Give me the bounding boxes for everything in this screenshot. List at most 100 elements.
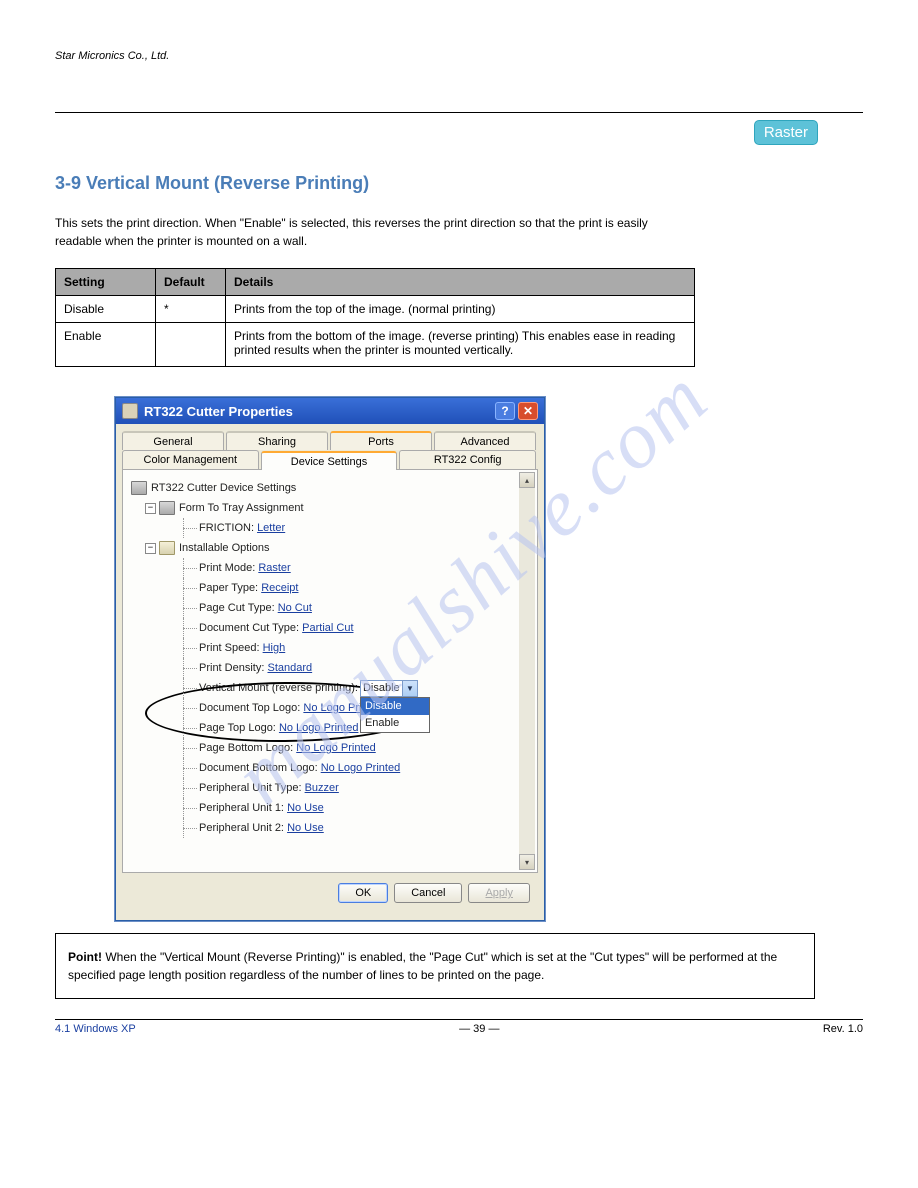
top-rule [55,112,863,113]
table-row: Enable Prints from the bottom of the ima… [56,323,695,367]
item-label: Peripheral Unit 1: [199,798,284,818]
item-value[interactable]: Standard [267,658,312,678]
item-label: Peripheral Unit 2: [199,818,284,838]
item-label: Print Density: [199,658,264,678]
cell-details: Prints from the top of the image. (norma… [226,296,695,323]
properties-window: RT322 Cutter Properties ? ✕ General Shar… [115,397,545,921]
tab-device-settings[interactable]: Device Settings [261,451,398,470]
section-heading: 3-9 Vertical Mount (Reverse Printing) [55,173,863,194]
cancel-button[interactable]: Cancel [394,883,462,903]
tree-item[interactable]: Peripheral Unit 1: No Use [127,798,533,818]
dialog-buttons: OK Cancel Apply [122,873,538,913]
cell-details: Prints from the bottom of the image. (re… [226,323,695,367]
tab-advanced[interactable]: Advanced [434,431,536,450]
tabs: General Sharing Ports Advanced Color Man… [122,431,538,469]
scrollbar[interactable]: ▴ ▾ [519,472,535,870]
item-value[interactable]: Raster [258,558,290,578]
item-value[interactable]: Letter [257,518,285,538]
item-label: Print Mode: [199,558,255,578]
col-details: Details [226,269,695,296]
tab-general[interactable]: General [122,431,224,450]
cell-setting: Disable [56,296,156,323]
tree-item[interactable]: Peripheral Unit 2: No Use [127,818,533,838]
item-value[interactable]: No Cut [278,598,312,618]
window-body: General Sharing Ports Advanced Color Man… [116,424,544,920]
col-setting: Setting [56,269,156,296]
section-link[interactable]: 4.1 Windows XP [55,1023,136,1035]
header-company: Star Micronics Co., Ltd. [55,50,863,62]
vertical-mount-dropdown[interactable]: Disable ▼ Disable Enable [360,680,418,697]
tree-item-friction[interactable]: FRICTION: Letter [127,518,533,538]
tree-item[interactable]: Document Top Logo: No Logo Printe [127,698,533,718]
raster-button[interactable]: Raster [754,120,818,145]
titlebar[interactable]: RT322 Cutter Properties ? ✕ [116,398,544,424]
printer-icon [159,501,175,515]
tab-panel: ▴ ▾ RT322 Cutter Device Settings − Form … [122,469,538,873]
dropdown-list: Disable Enable [360,697,430,733]
tree-item[interactable]: Print Mode: Raster [127,558,533,578]
item-label: Document Bottom Logo: [199,758,318,778]
scroll-up-icon[interactable]: ▴ [519,472,535,488]
chevron-down-icon[interactable]: ▼ [402,681,417,696]
close-button[interactable]: ✕ [518,402,538,420]
tree-group-form-tray[interactable]: − Form To Tray Assignment [127,498,533,518]
cell-setting: Enable [56,323,156,367]
scroll-down-icon[interactable]: ▾ [519,854,535,870]
tab-color-management[interactable]: Color Management [122,450,259,469]
item-label: Page Bottom Logo: [199,738,293,758]
item-label: Peripheral Unit Type: [199,778,302,798]
settings-tree: RT322 Cutter Device Settings − Form To T… [127,478,533,838]
note-box: Point! When the "Vertical Mount (Reverse… [55,933,815,999]
ok-button[interactable]: OK [338,883,388,903]
tree-item[interactable]: Print Speed: High [127,638,533,658]
tree-group-installable[interactable]: − Installable Options [127,538,533,558]
item-label: Page Cut Type: [199,598,275,618]
item-label: Paper Type: [199,578,258,598]
table-row: Disable * Prints from the top of the ima… [56,296,695,323]
printer-icon [131,481,147,495]
tree-item[interactable]: Page Top Logo: No Logo Printed [127,718,533,738]
tree-item[interactable]: Page Bottom Logo: No Logo Printed [127,738,533,758]
tree-item[interactable]: Peripheral Unit Type: Buzzer [127,778,533,798]
document-page: manualshive.com Star Micronics Co., Ltd.… [0,0,918,1188]
dropdown-item[interactable]: Enable [361,715,429,732]
table-header-row: Setting Default Details [56,269,695,296]
item-value[interactable]: No Logo Printed [279,718,359,738]
root-label: RT322 Cutter Device Settings [151,478,296,498]
item-value[interactable]: No Logo Printed [296,738,376,758]
item-value[interactable]: No Use [287,818,324,838]
item-label: FRICTION: [199,518,254,538]
col-default: Default [156,269,226,296]
section-description: This sets the print direction. When "Ena… [55,214,675,250]
dropdown-item[interactable]: Disable [361,698,429,715]
item-value[interactable]: Buzzer [305,778,339,798]
item-value[interactable]: Partial Cut [302,618,353,638]
collapse-icon[interactable]: − [145,503,156,514]
tab-ports[interactable]: Ports [330,431,432,450]
item-value[interactable]: High [263,638,286,658]
tree-item[interactable]: Print Density: Standard [127,658,533,678]
tree-item[interactable]: Document Bottom Logo: No Logo Printed [127,758,533,778]
item-label: Document Cut Type: [199,618,299,638]
help-button[interactable]: ? [495,402,515,420]
item-value[interactable]: Receipt [261,578,298,598]
item-label: Print Speed: [199,638,260,658]
window-title: RT322 Cutter Properties [144,404,293,419]
apply-button: Apply [468,883,530,903]
item-label: Page Top Logo: [199,718,276,738]
folder-icon [159,541,175,555]
group-label: Installable Options [179,538,270,558]
cell-default: * [156,296,226,323]
tree-item[interactable]: Paper Type: Receipt [127,578,533,598]
item-value[interactable]: No Logo Printed [321,758,401,778]
collapse-icon[interactable]: − [145,543,156,554]
tree-item[interactable]: Page Cut Type: No Cut [127,598,533,618]
tree-root[interactable]: RT322 Cutter Device Settings [127,478,533,498]
tab-rt322-config[interactable]: RT322 Config [399,450,536,469]
page-footer: 4.1 Windows XP — 39 — Rev. 1.0 [55,1023,863,1035]
item-label: Vertical Mount (reverse printing): [199,678,358,698]
item-value[interactable]: No Use [287,798,324,818]
tree-item[interactable]: Document Cut Type: Partial Cut [127,618,533,638]
tab-sharing[interactable]: Sharing [226,431,328,450]
tree-item-vertical-mount[interactable]: Vertical Mount (reverse printing): Disab… [127,678,533,698]
